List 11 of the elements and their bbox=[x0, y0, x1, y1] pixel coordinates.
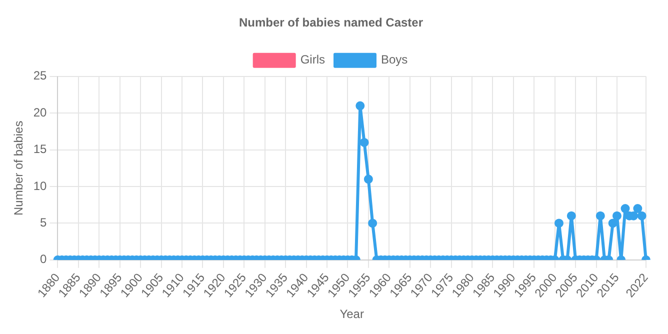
y-tick-label: 15 bbox=[33, 142, 48, 156]
y-axis-title: Number of babies bbox=[12, 120, 26, 216]
x-axis-title: Year bbox=[340, 307, 364, 322]
legend-label: Boys bbox=[380, 52, 408, 67]
y-tick-label: 5 bbox=[40, 216, 48, 230]
legend-label: Girls bbox=[300, 52, 325, 67]
y-tick-label: 25 bbox=[33, 68, 48, 83]
y-tick-label: 0 bbox=[40, 252, 48, 266]
y-tick-label: 20 bbox=[33, 105, 48, 120]
y-tick-label: 10 bbox=[33, 178, 48, 193]
chart-title: Number of babies named Caster bbox=[238, 16, 424, 30]
